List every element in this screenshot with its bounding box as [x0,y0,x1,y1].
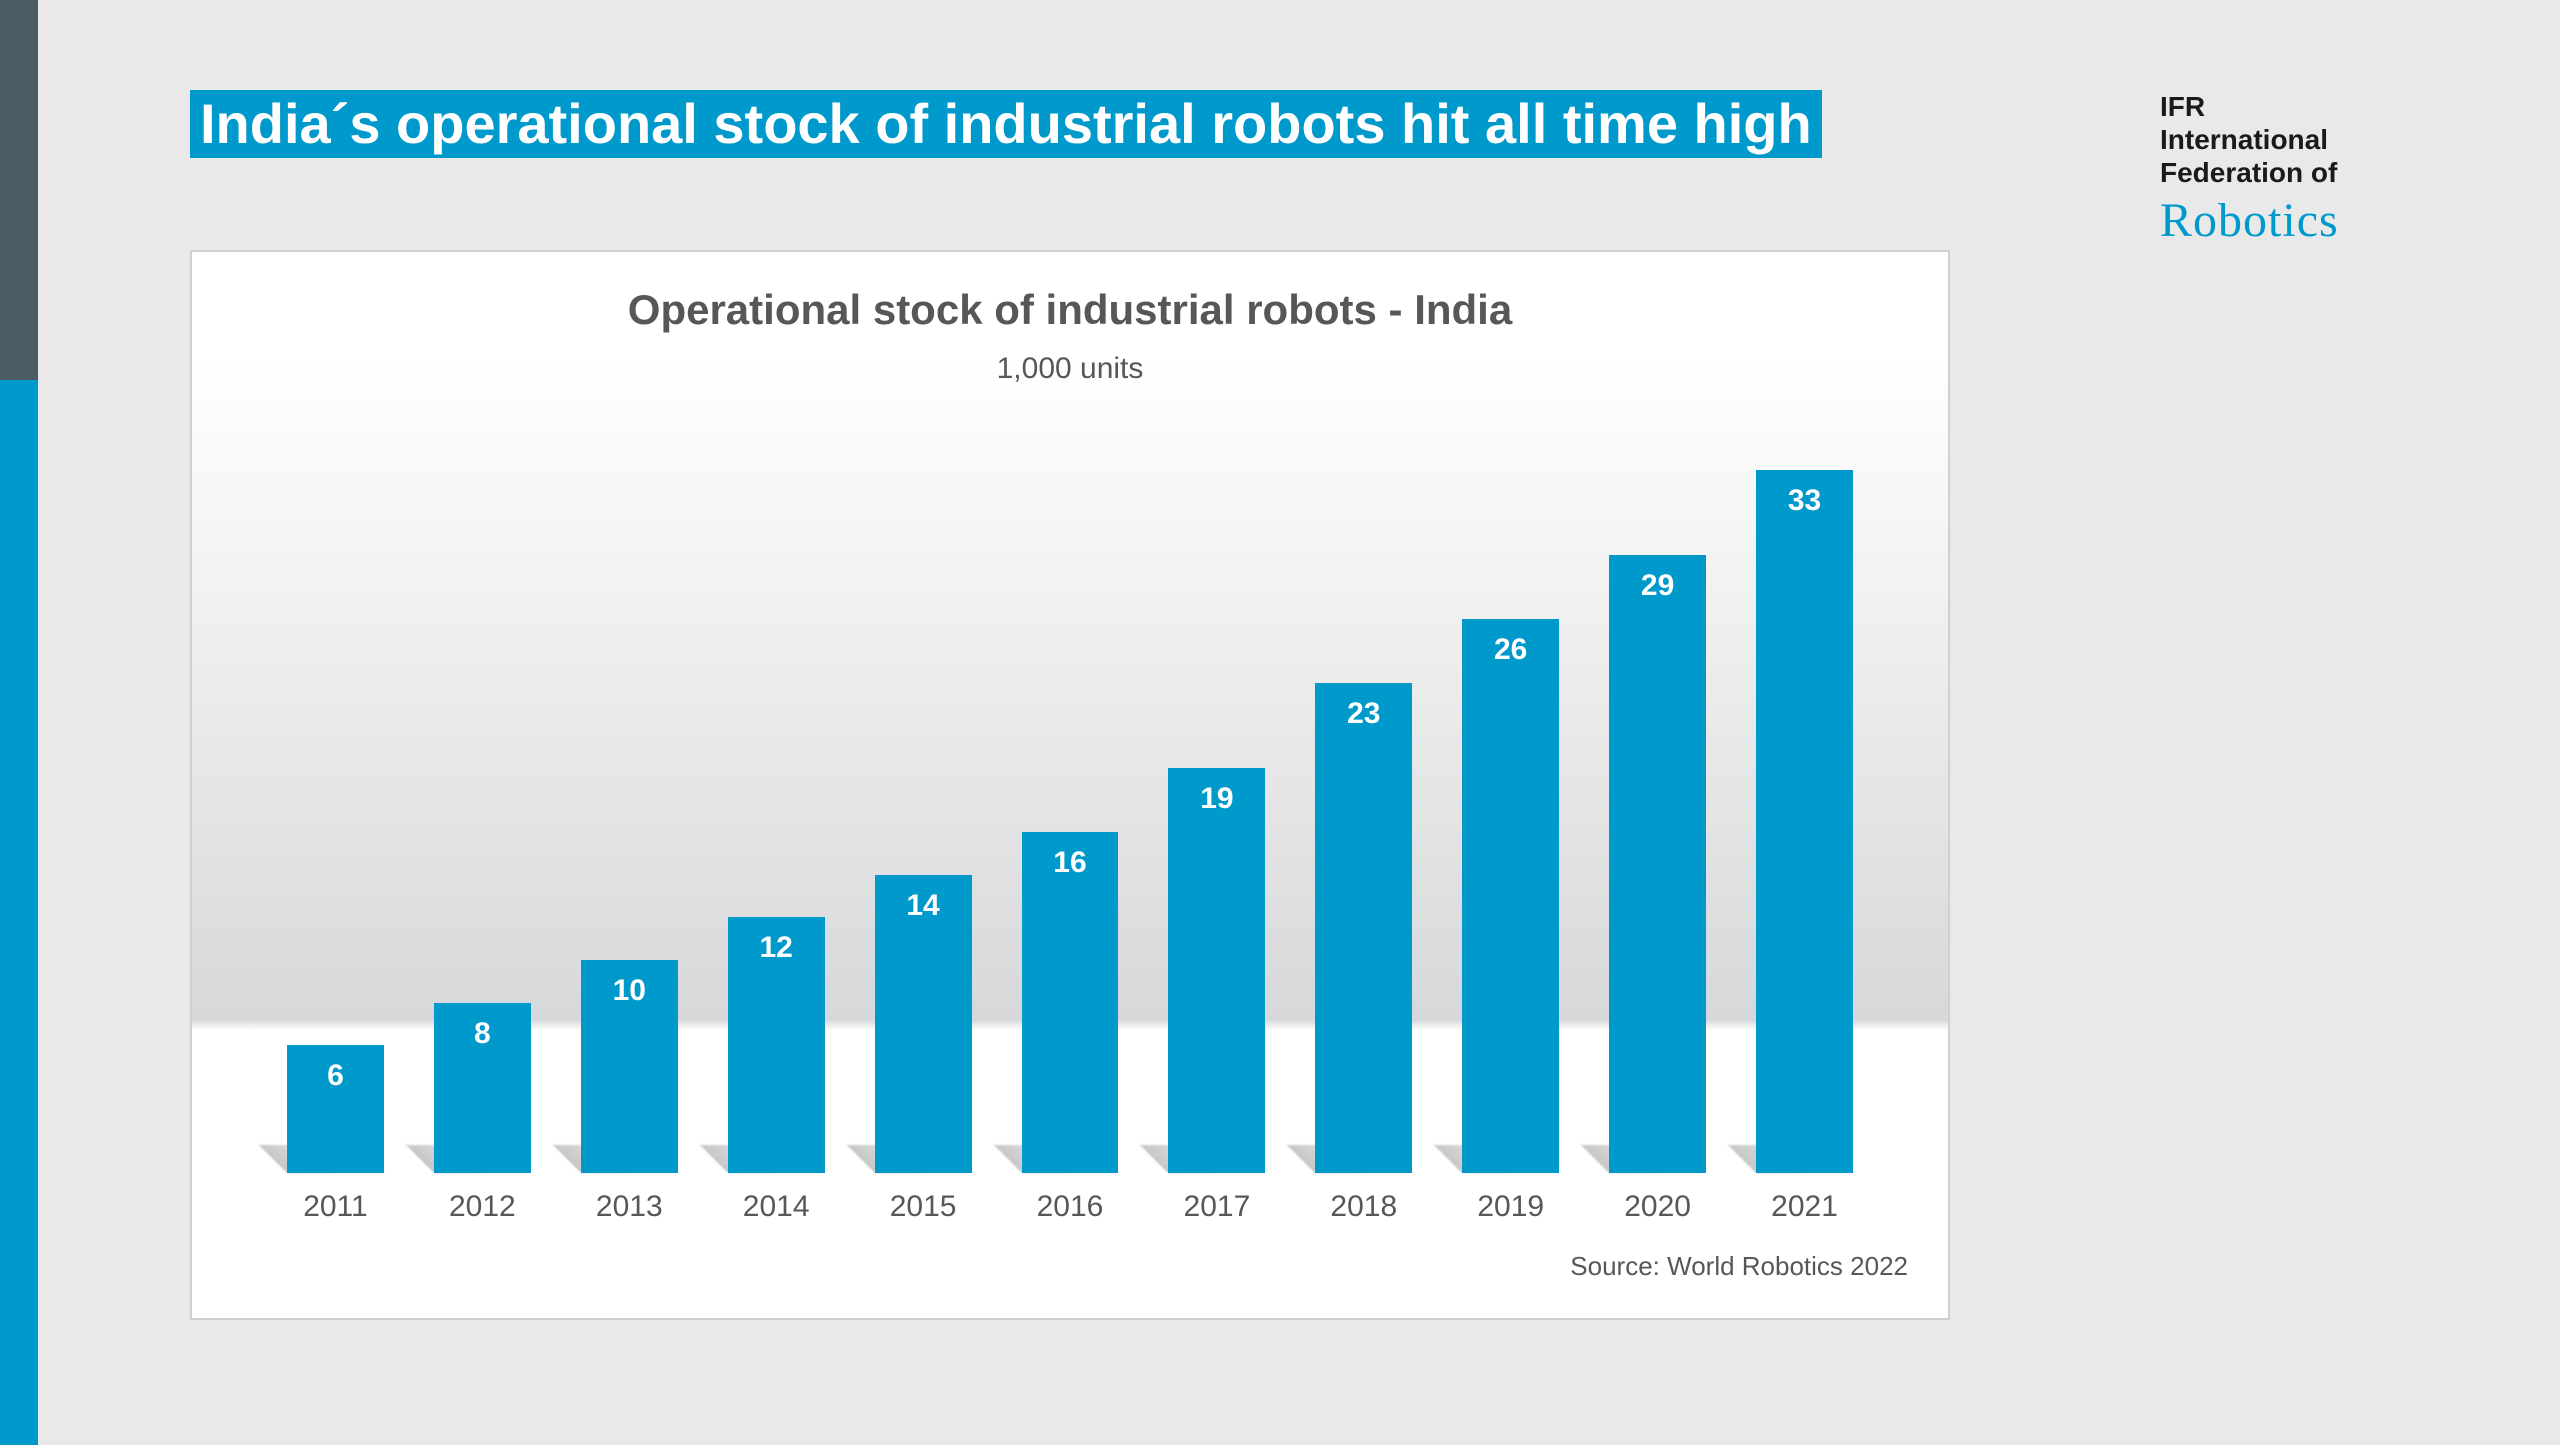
logo-script: Robotics [2160,193,2440,248]
bar-value-label: 33 [1756,484,1853,518]
chart-subtitle: 1,000 units [192,352,1948,386]
bar-value-label: 10 [581,974,678,1008]
bar-value-label: 14 [875,889,972,923]
chart-source: Source: World Robotics 2022 [1570,1251,1908,1282]
x-axis-tick: 2014 [703,1190,850,1224]
bar: 14 [875,875,972,1173]
bar: 6 [287,1045,384,1173]
bar-value-label: 26 [1462,633,1559,667]
bar-value-label: 23 [1315,697,1412,731]
logo-line-1: IFR [2160,90,2440,123]
left-accent-bar-blue [0,380,38,1445]
bar-value-label: 6 [287,1059,384,1093]
bar-slot: 33 [1731,427,1878,1173]
chart-card: Operational stock of industrial robots -… [190,250,1950,1320]
ifr-logo: IFR International Federation of Robotics [2160,90,2440,248]
bar-slot: 16 [997,427,1144,1173]
left-accent-bar-dark [0,0,38,380]
x-axis-tick: 2021 [1731,1190,1878,1224]
bar-slot: 12 [703,427,850,1173]
bar: 8 [434,1003,531,1174]
bar-value-label: 12 [728,931,825,965]
bar: 19 [1168,768,1265,1173]
x-axis-tick: 2019 [1437,1190,1584,1224]
chart-plot-area: 6 8 10 12 14 16 19 23 26 29 33 [262,427,1878,1173]
bar-slot: 26 [1437,427,1584,1173]
chart-bars-container: 6 8 10 12 14 16 19 23 26 29 33 [262,427,1878,1173]
bar: 23 [1315,683,1412,1173]
page-title: India´s operational stock of industrial … [190,90,1822,158]
bar-slot: 23 [1290,427,1437,1173]
bar-slot: 10 [556,427,703,1173]
bar: 33 [1756,470,1853,1173]
x-axis-tick: 2011 [262,1190,409,1224]
chart-x-axis: 2011201220132014201520162017201820192020… [262,1190,1878,1224]
bar-value-label: 29 [1609,569,1706,603]
bar-slot: 14 [850,427,997,1173]
bar: 12 [728,917,825,1173]
bar-value-label: 16 [1022,846,1119,880]
bar-value-label: 19 [1168,782,1265,816]
x-axis-tick: 2015 [850,1190,997,1224]
bar-slot: 6 [262,427,409,1173]
page-title-text: India´s operational stock of industrial … [200,92,1812,155]
bar: 10 [581,960,678,1173]
bar-slot: 19 [1143,427,1290,1173]
bar-slot: 8 [409,427,556,1173]
x-axis-tick: 2017 [1143,1190,1290,1224]
bar: 16 [1022,832,1119,1173]
x-axis-tick: 2018 [1290,1190,1437,1224]
bar-slot: 29 [1584,427,1731,1173]
bar-value-label: 8 [434,1017,531,1051]
bar: 26 [1462,619,1559,1173]
logo-line-2: International [2160,123,2440,156]
chart-title: Operational stock of industrial robots -… [192,286,1948,334]
bar: 29 [1609,555,1706,1173]
x-axis-tick: 2013 [556,1190,703,1224]
logo-line-3: Federation of [2160,156,2440,189]
x-axis-tick: 2020 [1584,1190,1731,1224]
x-axis-tick: 2012 [409,1190,556,1224]
x-axis-tick: 2016 [997,1190,1144,1224]
